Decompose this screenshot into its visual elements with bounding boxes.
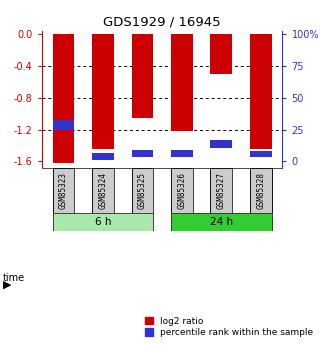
Bar — [53, 34, 74, 163]
Bar — [132, 34, 153, 118]
Text: GSM85325: GSM85325 — [138, 171, 147, 209]
Text: time: time — [3, 273, 25, 283]
Bar — [92, 34, 114, 149]
Bar — [211, 168, 232, 213]
Text: GSM85323: GSM85323 — [59, 171, 68, 209]
Bar — [171, 34, 193, 131]
Bar — [171, 213, 272, 231]
Bar — [211, 140, 232, 148]
Text: GSM85327: GSM85327 — [217, 171, 226, 209]
Bar — [211, 34, 232, 74]
Legend: log2 ratio, percentile rank within the sample: log2 ratio, percentile rank within the s… — [145, 317, 313, 337]
Bar — [92, 168, 114, 213]
Bar — [53, 213, 153, 231]
Bar — [132, 150, 153, 157]
Title: GDS1929 / 16945: GDS1929 / 16945 — [103, 16, 221, 29]
Bar — [171, 150, 193, 157]
Text: ▶: ▶ — [3, 280, 12, 289]
Bar — [250, 168, 272, 213]
Text: GSM85326: GSM85326 — [177, 171, 186, 209]
Bar — [92, 154, 114, 160]
Bar — [53, 168, 74, 213]
Text: 24 h: 24 h — [210, 217, 233, 227]
Text: GSM85324: GSM85324 — [99, 171, 108, 209]
Bar — [53, 120, 74, 130]
Bar — [250, 34, 272, 149]
Text: 6 h: 6 h — [95, 217, 111, 227]
Bar — [250, 151, 272, 157]
Bar — [171, 168, 193, 213]
Bar — [132, 168, 153, 213]
Text: GSM85328: GSM85328 — [256, 171, 265, 209]
